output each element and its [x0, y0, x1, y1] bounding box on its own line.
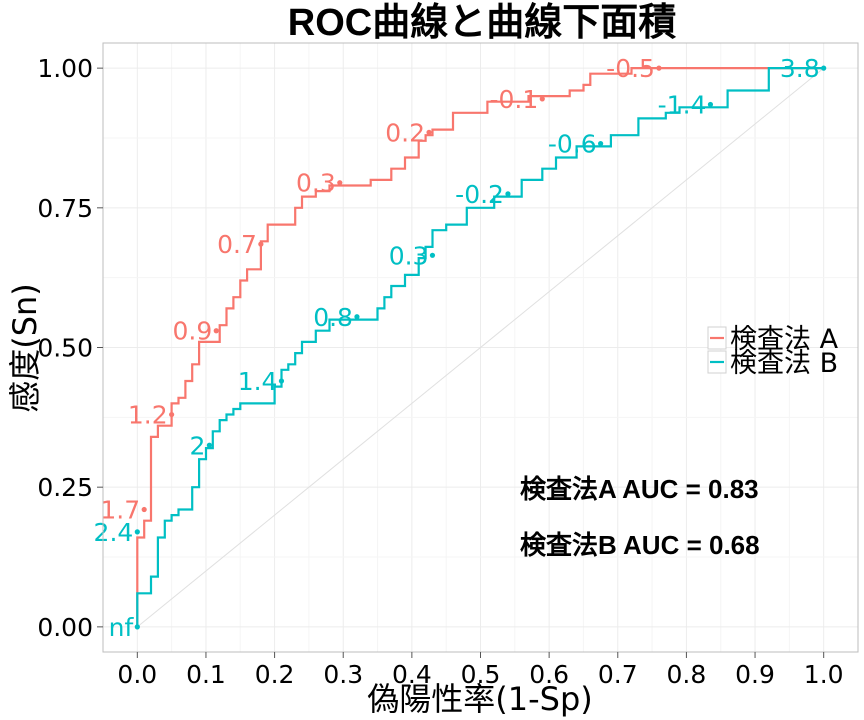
- x-tick-label: 0.6: [529, 660, 569, 689]
- y-axis-label: 感度(Sn): [6, 283, 44, 413]
- cutoff-point: [656, 65, 662, 71]
- cutoff-label: 0.2: [385, 118, 425, 147]
- cutoff-label: 2.4: [94, 518, 134, 547]
- cutoff-point: [539, 96, 545, 102]
- diagonal-line: [137, 67, 824, 628]
- cutoff-label: 1.2: [128, 401, 168, 430]
- x-tick-label: 0.1: [186, 660, 226, 689]
- cutoff-point: [426, 129, 432, 135]
- cutoff-point: [169, 411, 175, 418]
- y-tick-label: 1.00: [37, 54, 93, 83]
- legend-label: 検査法 A: [730, 324, 839, 355]
- x-tick-label: 0.3: [323, 660, 363, 689]
- cutoff-point: [707, 101, 714, 108]
- y-tick-label: 0.50: [37, 334, 93, 363]
- x-tick-label: 0.2: [255, 660, 295, 689]
- cutoff-point: [505, 191, 511, 197]
- x-tick-label: 0.8: [667, 660, 707, 689]
- cutoff-label: -0.1: [489, 85, 538, 114]
- auc-text: 検査法A AUC = 0.83: [520, 474, 759, 504]
- chart-title: ROC曲線と曲線下面積: [288, 2, 676, 44]
- cutoff-label: 0.7: [217, 230, 257, 259]
- x-tick-label: 0.0: [117, 660, 157, 689]
- cutoff-point: [141, 506, 147, 513]
- cutoff-point: [213, 328, 219, 334]
- cutoff-point: [354, 314, 360, 320]
- auc-annotations: 検査法A AUC = 0.83 検査法B AUC = 0.68: [520, 474, 760, 560]
- y-tick-label: 0.00: [37, 613, 93, 642]
- cutoff-label: 0.8: [313, 303, 353, 332]
- x-tick-label: 1.0: [804, 660, 844, 689]
- cutoff-label: 0.3: [389, 241, 429, 270]
- legend-label: 検査法 B: [730, 348, 838, 379]
- auc-text: 検査法B AUC = 0.68: [520, 530, 760, 560]
- y-tick-label: 0.25: [37, 473, 93, 502]
- x-tick-label: 0.5: [461, 660, 501, 689]
- cutoff-label: -0.2: [455, 180, 504, 209]
- cutoff-point: [278, 378, 285, 384]
- cutoff-point: [206, 442, 212, 448]
- cutoff-label: 0.9: [172, 317, 212, 346]
- y-tick-label: 0.75: [37, 194, 93, 223]
- cutoff-label: 3.8: [780, 54, 820, 83]
- cutoff-label: -1.4: [658, 90, 707, 119]
- cutoff-point: [821, 65, 827, 71]
- roc-line-a: [136, 67, 824, 627]
- x-tick-label: 0.9: [735, 660, 775, 689]
- x-tick-label: 0.4: [392, 660, 432, 689]
- cutoff-label: 1.7: [100, 496, 140, 525]
- cutoff-point: [134, 529, 140, 535]
- cutoff-point: [134, 624, 140, 630]
- cutoff-point: [429, 252, 436, 258]
- cutoff-label: -0.5: [606, 54, 655, 83]
- cutoff-point: [258, 241, 264, 247]
- cutoff-label: 0.3: [296, 169, 336, 198]
- cutoff-label: nf: [109, 613, 135, 642]
- y-axis-ticks: 0.00 0.25 0.50 0.75 1.00: [37, 54, 103, 642]
- cutoff-point: [598, 140, 604, 147]
- x-axis-label: 偽陽性率(1-Sp): [367, 680, 593, 718]
- cutoff-point: [337, 180, 343, 186]
- cutoff-label: 2: [189, 431, 205, 460]
- series-layer: [136, 67, 824, 627]
- cutoff-label: 1.4: [238, 367, 278, 396]
- x-axis-ticks: 0.0 0.1 0.2 0.3 0.4 0.5 0.6 0.7 0.8 0.9 1.0: [117, 652, 844, 689]
- reference-diagonal: [137, 67, 824, 628]
- x-tick-label: 0.7: [598, 660, 638, 689]
- cutoff-label: -0.6: [548, 130, 597, 159]
- roc-line-b: [136, 67, 824, 627]
- cutoff-labels: 1.7 1.2 0.9 0.7 0.3 0.2 -0.1 -0.5 nf 2.4 2 1.4 0.8 0.…: [94, 54, 827, 642]
